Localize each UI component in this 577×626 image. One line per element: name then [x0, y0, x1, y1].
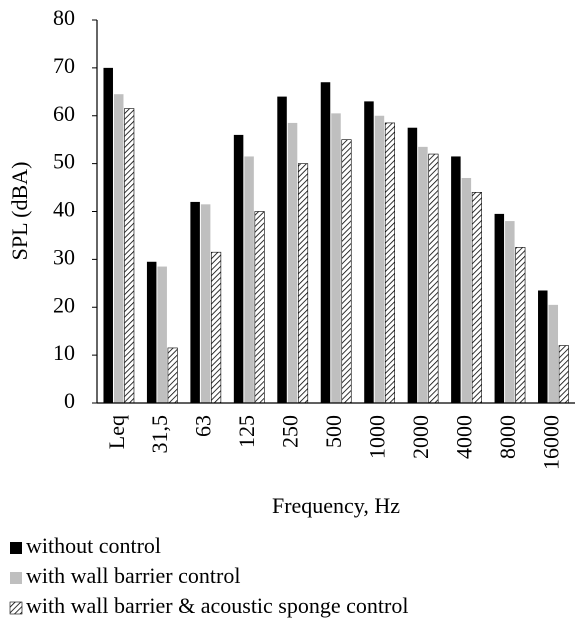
x-tick-label: 8000	[495, 415, 520, 459]
bar	[374, 115, 385, 403]
bar	[320, 82, 331, 404]
y-axis-label: SPL (dBA)	[7, 162, 32, 261]
bar	[548, 304, 559, 403]
bar	[277, 96, 287, 403]
y-tick-label: 10	[53, 340, 75, 365]
x-tick-label: 63	[191, 415, 216, 437]
bar	[254, 211, 265, 404]
x-tick-label: 2000	[408, 415, 433, 459]
bar	[233, 134, 244, 403]
bar	[200, 204, 211, 403]
legend-swatch	[10, 572, 22, 584]
y-tick-label: 20	[53, 292, 75, 317]
x-tick-label: 1000	[365, 415, 390, 459]
bar	[287, 122, 298, 404]
x-tick-label: 31,5	[147, 415, 172, 454]
y-tick-label: 0	[64, 388, 75, 413]
y-tick-label: 80	[53, 5, 75, 30]
bar	[538, 290, 548, 403]
bar	[471, 192, 482, 404]
x-tick-label: 500	[321, 415, 346, 448]
y-tick-label: 30	[53, 244, 75, 269]
x-tick-label: 125	[234, 415, 259, 448]
x-tick-label: 4000	[451, 415, 476, 459]
y-tick-label: 60	[53, 101, 75, 126]
bar	[341, 139, 352, 404]
legend-label: with wall barrier & acoustic sponge cont…	[26, 593, 408, 618]
bar	[331, 113, 341, 403]
legend-label: with wall barrier control	[26, 563, 240, 588]
bar	[418, 146, 428, 403]
bar	[190, 201, 200, 403]
bar	[297, 163, 309, 404]
legend-swatch	[9, 601, 23, 615]
bar	[167, 347, 178, 404]
y-tick-label: 50	[53, 149, 75, 174]
bar	[103, 67, 113, 403]
bar	[407, 127, 418, 403]
bar	[451, 156, 461, 403]
x-tick-label: Leq	[104, 415, 129, 449]
legend-label: without control	[26, 533, 161, 558]
bar	[384, 122, 396, 404]
bar	[558, 345, 569, 404]
x-tick-label: 250	[278, 415, 303, 448]
legend-swatch	[10, 542, 22, 554]
y-tick-label: 70	[53, 53, 75, 78]
bar	[515, 247, 526, 404]
x-tick-label: 16000	[538, 415, 563, 470]
y-tick-label: 40	[53, 197, 75, 222]
bar	[124, 108, 135, 404]
bar	[157, 266, 167, 403]
bar	[146, 261, 157, 403]
bar	[505, 221, 515, 403]
bar	[113, 94, 124, 404]
bar	[364, 101, 374, 403]
bar	[428, 153, 439, 404]
bar	[461, 177, 472, 403]
x-axis-label: Frequency, Hz	[272, 493, 400, 518]
bar	[244, 156, 254, 403]
bar	[494, 213, 505, 403]
bar	[211, 251, 222, 404]
